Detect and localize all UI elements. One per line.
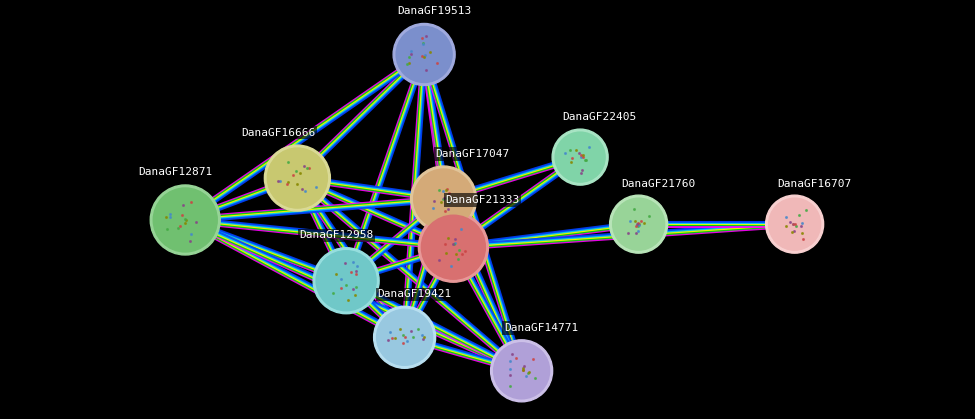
Ellipse shape	[267, 148, 328, 208]
Text: DanaGF19421: DanaGF19421	[377, 290, 451, 300]
Ellipse shape	[153, 188, 217, 252]
Ellipse shape	[313, 248, 379, 314]
Text: DanaGF21760: DanaGF21760	[621, 179, 695, 189]
Ellipse shape	[150, 185, 220, 255]
Text: DanaGF12958: DanaGF12958	[299, 230, 373, 241]
Text: DanaGF17047: DanaGF17047	[436, 149, 510, 159]
Ellipse shape	[373, 306, 436, 368]
Text: DanaGF14771: DanaGF14771	[504, 323, 578, 333]
Ellipse shape	[609, 195, 668, 253]
Ellipse shape	[264, 145, 331, 211]
Ellipse shape	[418, 212, 488, 282]
Ellipse shape	[552, 129, 608, 185]
Ellipse shape	[410, 166, 477, 232]
Ellipse shape	[765, 195, 824, 253]
Ellipse shape	[490, 340, 553, 402]
Ellipse shape	[768, 198, 821, 250]
Text: DanaGF12871: DanaGF12871	[138, 167, 213, 177]
Ellipse shape	[413, 169, 474, 229]
Text: DanaGF21333: DanaGF21333	[446, 195, 520, 205]
Ellipse shape	[421, 215, 486, 279]
Ellipse shape	[612, 198, 665, 250]
Text: DanaGF16666: DanaGF16666	[241, 128, 315, 138]
Ellipse shape	[393, 23, 455, 85]
Ellipse shape	[396, 26, 452, 83]
Ellipse shape	[555, 132, 605, 182]
Ellipse shape	[376, 309, 433, 365]
Ellipse shape	[493, 343, 550, 399]
Text: DanaGF16707: DanaGF16707	[777, 179, 851, 189]
Text: DanaGF22405: DanaGF22405	[563, 112, 637, 122]
Ellipse shape	[316, 251, 376, 311]
Text: DanaGF19513: DanaGF19513	[397, 5, 471, 16]
